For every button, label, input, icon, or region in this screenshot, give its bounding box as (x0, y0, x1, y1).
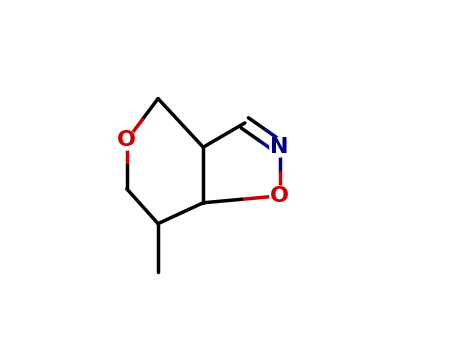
Text: O: O (117, 130, 136, 150)
Circle shape (117, 131, 136, 150)
Circle shape (270, 186, 289, 205)
Circle shape (270, 138, 289, 157)
Text: O: O (270, 186, 289, 206)
Text: N: N (270, 137, 289, 157)
